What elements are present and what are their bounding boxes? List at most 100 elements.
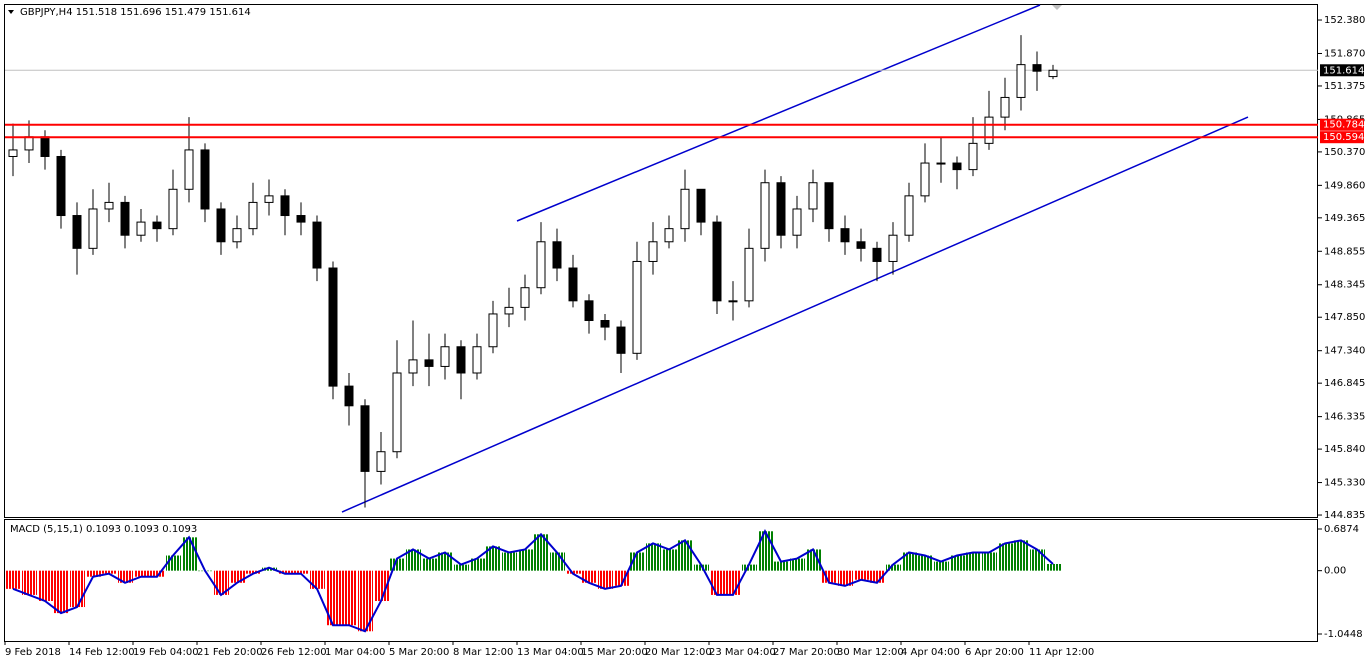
channel-line-lower <box>341 116 1249 513</box>
candle-body <box>664 228 674 243</box>
candle-body <box>792 208 802 236</box>
macd-pane <box>4 519 1318 642</box>
macd-bar <box>374 570 389 601</box>
macd-bar <box>598 570 613 589</box>
candle-body <box>760 182 770 249</box>
candle-body <box>424 359 434 367</box>
candle-body <box>216 208 226 243</box>
candle-body <box>184 149 194 190</box>
macd-bar <box>998 543 1013 571</box>
candle-body <box>40 136 50 157</box>
candle-body <box>392 372 402 453</box>
macd-bar <box>518 549 533 571</box>
x-tick-label: 27 Mar 20:00 <box>773 647 840 658</box>
candle-body <box>168 188 178 230</box>
shift-marker <box>1052 5 1062 10</box>
y-tick-label: 149.365 <box>1324 213 1365 224</box>
x-tick-label: 8 Mar 12:00 <box>453 647 513 658</box>
menu-triangle[interactable] <box>8 10 14 14</box>
x-tick-label: 23 Mar 04:00 <box>709 647 776 658</box>
candle-body <box>488 313 498 348</box>
macd-bar <box>38 570 53 601</box>
candle-body <box>952 162 962 171</box>
candle-body <box>712 221 722 302</box>
macd-bar <box>502 552 517 571</box>
macd-bar <box>534 534 549 571</box>
candle-body <box>408 359 418 374</box>
candle-body <box>680 188 690 230</box>
level-label: 150.594 <box>1323 132 1364 143</box>
candle-body <box>456 346 466 374</box>
candle-body <box>152 221 162 230</box>
macd-bar <box>406 549 421 571</box>
macd-bar <box>678 540 693 571</box>
macd-bar <box>54 570 69 614</box>
macd-bar <box>438 552 453 571</box>
x-tick-label: 11 Apr 12:00 <box>1029 647 1094 658</box>
candle-body <box>344 385 354 407</box>
macd-bar <box>310 570 325 589</box>
y-tick-label: 146.335 <box>1324 412 1365 423</box>
candle-body <box>968 142 978 171</box>
candle-body <box>744 247 754 302</box>
last-price-label-bg <box>1320 64 1364 77</box>
macd-bar <box>278 570 293 574</box>
candle-body <box>936 162 946 165</box>
y-tick-label: 145.840 <box>1324 444 1365 455</box>
y-tick-label: 151.375 <box>1324 81 1365 92</box>
macd-bar <box>774 561 789 571</box>
level-label-bg <box>1320 131 1364 144</box>
y-tick-label: 150.370 <box>1324 147 1365 158</box>
candle-body <box>920 162 930 197</box>
macd-bar <box>742 564 757 571</box>
y-tick-label: 147.340 <box>1324 346 1365 357</box>
candle-body <box>88 208 98 249</box>
macd-bar <box>1014 540 1029 571</box>
channel-line-upper <box>516 4 1041 222</box>
y-tick-label: 152.380 <box>1324 15 1365 26</box>
y-tick-label: 0.00 <box>1324 566 1346 577</box>
candle-body <box>696 188 706 223</box>
y-tick-label: 148.855 <box>1324 246 1365 257</box>
candle-body <box>56 155 66 217</box>
candle-body <box>232 228 242 243</box>
macd-bar <box>662 549 677 571</box>
candle-body <box>200 149 210 210</box>
x-tick-label: 9 Feb 2018 <box>5 647 61 658</box>
macd-bar <box>70 570 85 608</box>
candle-body <box>584 300 594 322</box>
x-tick-label: 6 Apr 20:00 <box>965 647 1024 658</box>
macd-bar <box>710 570 725 595</box>
macd-bar <box>118 570 133 583</box>
candle-body <box>504 306 514 315</box>
candle-body <box>328 267 338 387</box>
y-tick-label: 146.845 <box>1324 378 1365 389</box>
candle-body <box>840 228 850 243</box>
y-tick-label: 0.6874 <box>1324 524 1359 535</box>
macd-bar <box>966 552 981 571</box>
x-tick-label: 30 Mar 12:00 <box>837 647 904 658</box>
x-tick-label: 14 Feb 12:00 <box>69 647 135 658</box>
candle-body <box>264 195 274 203</box>
candle-body <box>984 116 994 144</box>
macd-bar <box>102 570 117 574</box>
macd-bar <box>358 570 373 632</box>
symbol-header: GBPJPY,H4 151.518 151.696 151.479 151.61… <box>20 7 251 18</box>
candle-body <box>632 260 642 354</box>
macd-bar <box>854 570 869 580</box>
level-label-bg <box>1320 118 1364 131</box>
macd-bar <box>86 570 101 577</box>
candle-body <box>72 215 82 249</box>
candle-body <box>888 234 898 262</box>
y-tick-label: 145.330 <box>1324 478 1365 489</box>
macd-bar <box>230 570 245 583</box>
candle-body <box>1016 64 1026 98</box>
macd-bar <box>902 552 917 571</box>
candle-body <box>776 182 786 236</box>
candle-body <box>376 451 386 472</box>
macd-bar <box>422 558 437 571</box>
candle-body <box>568 267 578 302</box>
candle-body <box>360 405 370 472</box>
candle-body <box>24 136 34 151</box>
